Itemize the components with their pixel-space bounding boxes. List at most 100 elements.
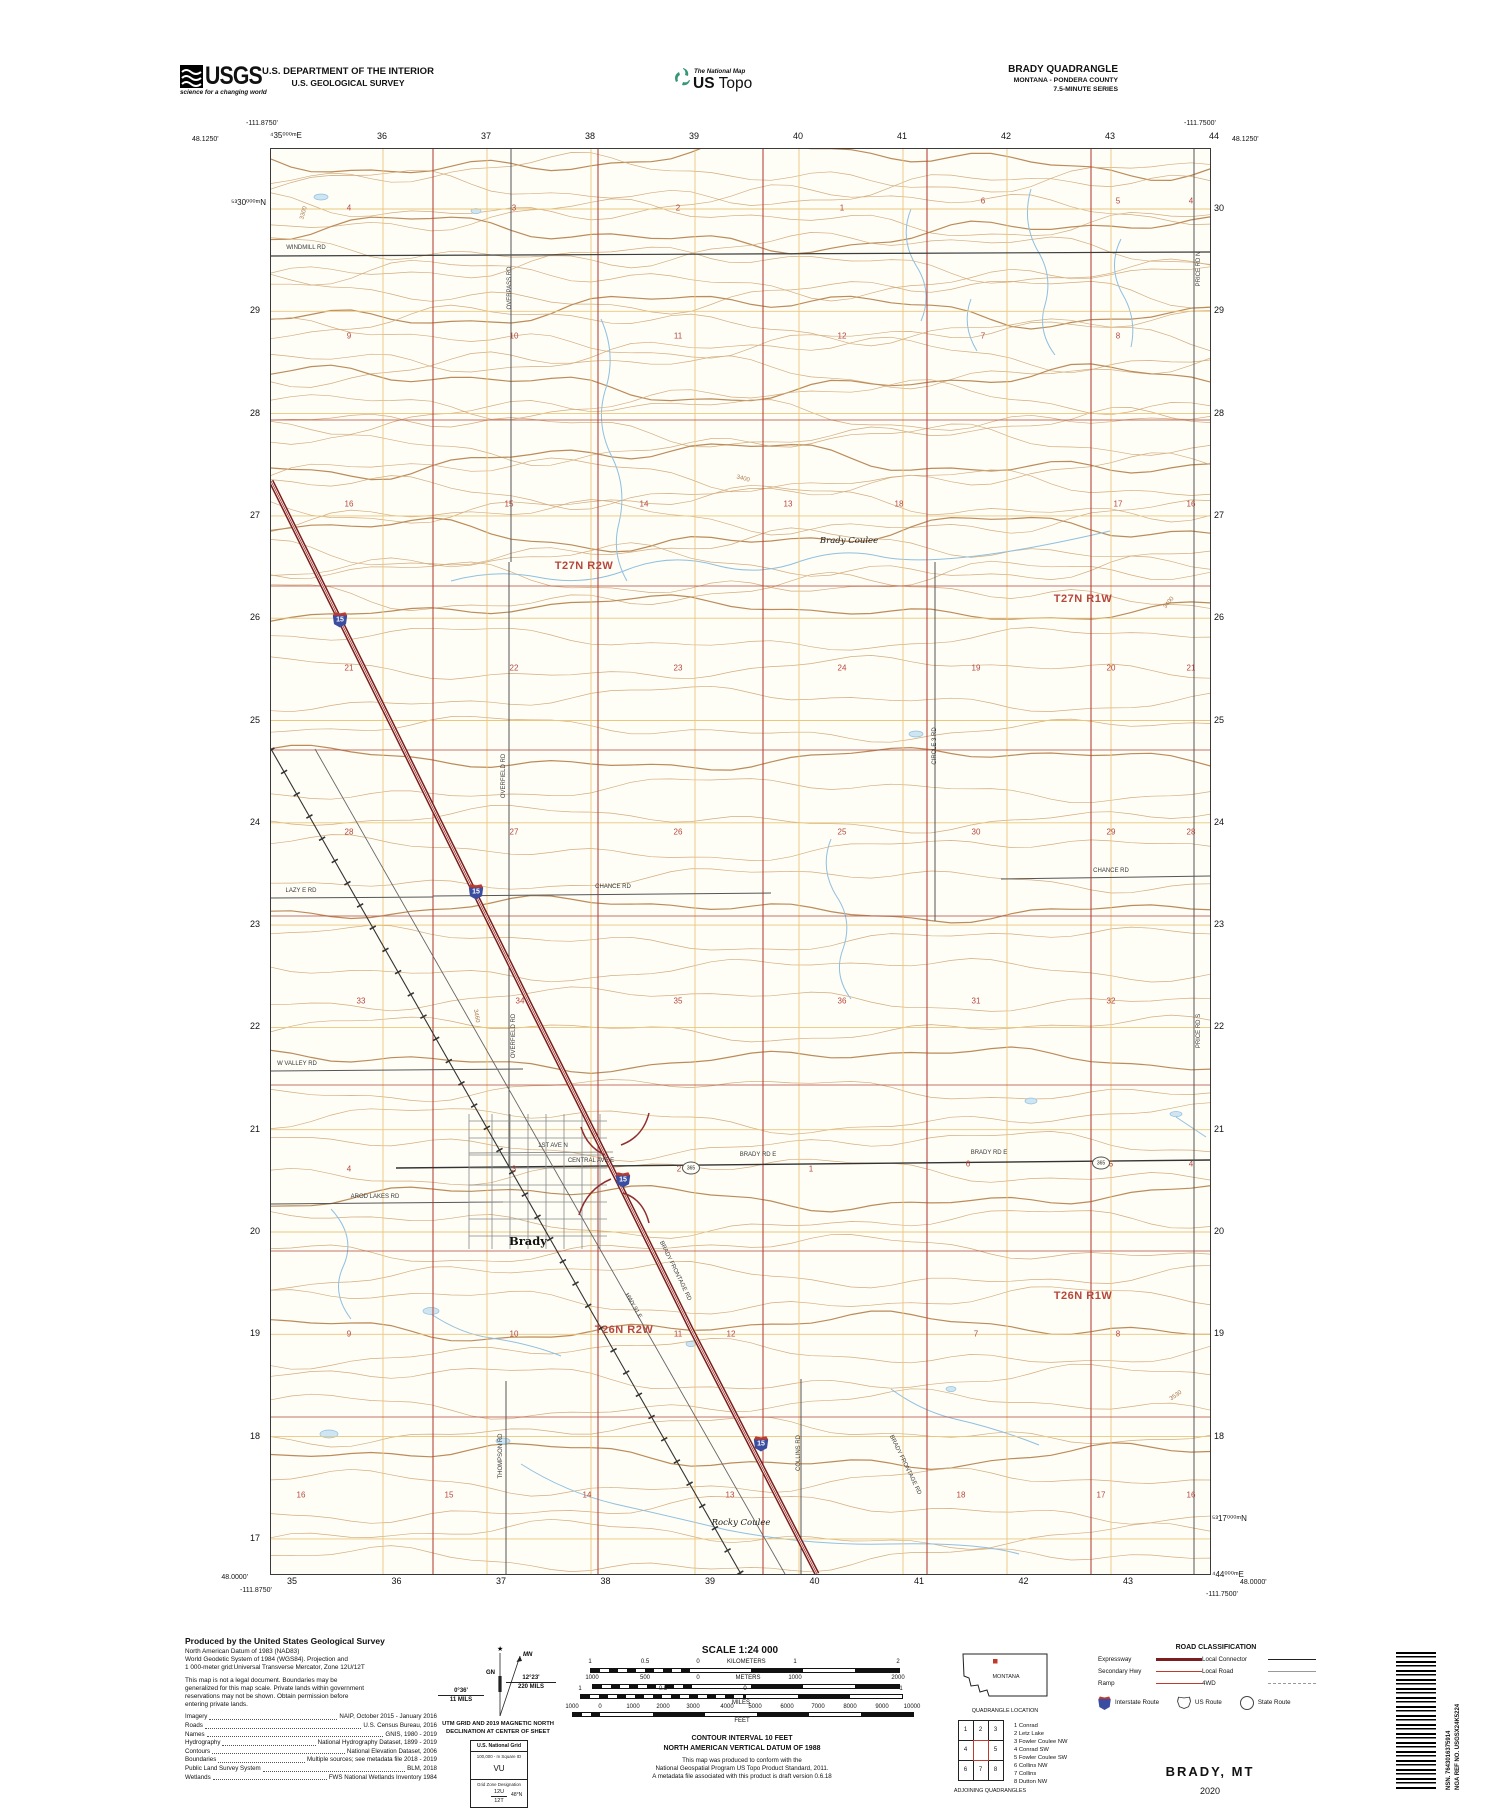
credit-row: Names GNIS, 1980 - 2019 <box>185 1730 437 1738</box>
corner-coordinate: 48.1250' <box>1232 136 1259 143</box>
grid-number: 27 <box>249 509 260 520</box>
section-number: 18 <box>956 1490 966 1500</box>
scale-label: 1 <box>793 1659 797 1665</box>
scale-label: 10000 <box>903 1704 921 1710</box>
usgs-tagline: science for a changing world <box>180 89 267 96</box>
scale-label: 6000 <box>780 1704 794 1710</box>
scale-unit: MILES <box>731 1700 750 1706</box>
scale-label: 1000 <box>585 1675 599 1681</box>
grid-number: 41 <box>896 131 907 141</box>
section-number: 25 <box>837 827 847 837</box>
section-number: 9 <box>346 331 352 341</box>
grid-number: 44 <box>1208 131 1219 141</box>
adjoining-cell: 3 <box>987 1719 1004 1741</box>
credit-row: Roads U.S. Census Bureau, 2016 <box>185 1722 437 1730</box>
section-number: 9 <box>346 1329 352 1339</box>
township-label: T26N R1W <box>1053 1290 1113 1302</box>
scale-bar <box>590 1668 900 1673</box>
section-number: 29 <box>1106 827 1116 837</box>
section-number: 16 <box>344 499 354 509</box>
grid-number: 38 <box>600 1576 611 1586</box>
us-route-label: US Route <box>1195 1699 1222 1706</box>
section-number: 15 <box>504 499 514 509</box>
quad-state: MONTANA - PONDERA COUNTY <box>1013 77 1118 84</box>
corner-coordinate: 48.1250' <box>192 136 219 143</box>
grid-number: 22 <box>1214 1021 1225 1032</box>
legal-lines: This map is not a legal document. Bounda… <box>185 1676 365 1709</box>
grid-number: 20 <box>249 1226 260 1236</box>
interstate-shield-icon: 15 <box>468 884 484 900</box>
section-number: 21 <box>1186 663 1196 673</box>
legend-line-sample <box>1268 1658 1316 1661</box>
interstate-shield-icon: 15 <box>753 1436 769 1452</box>
adjoining-cell: 1 <box>957 1719 974 1741</box>
grid-number: 18 <box>1214 1430 1225 1441</box>
grid-number: 43 <box>1122 1576 1133 1586</box>
section-number: 12 <box>726 1329 736 1339</box>
interstate-shield-icon <box>1098 1696 1111 1710</box>
corner-coordinate: -111.8750' <box>246 120 278 127</box>
section-number: 5 <box>1108 1159 1114 1169</box>
grid-number: 27 <box>1214 509 1225 520</box>
grid-number: 26 <box>249 612 260 623</box>
road-label: W VALLEY RD <box>277 1061 317 1067</box>
section-number: 10 <box>509 331 519 341</box>
grid-number: 21 <box>1214 1123 1225 1134</box>
section-number: 17 <box>1113 499 1123 509</box>
scale-bar <box>592 1684 900 1689</box>
scale-bar <box>572 1712 914 1717</box>
section-number: 16 <box>1186 499 1196 509</box>
map-label-layer: 4 3 2 1 6 5 4 9 10 11 12 7 8 16 15 14 13 18 17 16 21 22 23 24 19… <box>271 149 1210 1574</box>
grid-number: 19 <box>249 1328 260 1339</box>
grid-number: 37 <box>495 1576 506 1586</box>
scale-label: 0 <box>696 1659 700 1665</box>
scale-label: 500 <box>639 1675 650 1681</box>
utm-easting-label: ⁴35⁰⁰⁰ᵐE <box>270 131 302 140</box>
section-number: 10 <box>509 1329 519 1339</box>
section-number: 36 <box>837 996 847 1006</box>
svg-text:★: ★ <box>497 1645 503 1653</box>
section-number: 4 <box>346 203 352 213</box>
grid-number: 36 <box>376 131 387 141</box>
scale-label: 0.5 <box>640 1659 650 1665</box>
nsn-number: NSN. 7643016375914 <box>1446 1730 1452 1790</box>
section-number: 4 <box>1188 196 1194 206</box>
grid-number: 42 <box>1018 1576 1029 1586</box>
section-number: 24 <box>837 663 847 673</box>
grid-number: 19 <box>1214 1328 1225 1339</box>
grid-number: 18 <box>249 1430 260 1441</box>
section-number: 32 <box>1106 996 1116 1006</box>
credit-row: Boundaries Multiple sources; see metadata… <box>185 1756 437 1764</box>
adjoining-cell: 4 <box>957 1739 974 1761</box>
section-number: 28 <box>344 827 354 837</box>
svg-text:MONTANA: MONTANA <box>992 1674 1019 1680</box>
national-map-label: The National Map <box>694 68 746 75</box>
grid-number: 22 <box>249 1021 260 1032</box>
utm-easting-label: ⁴44⁰⁰⁰ᵐE <box>1212 1570 1244 1579</box>
section-number: 26 <box>673 827 683 837</box>
grid-number: 30 <box>1214 203 1225 213</box>
grid-number: 38 <box>584 131 595 141</box>
grid-number: 39 <box>688 131 699 141</box>
section-number: 13 <box>783 499 793 509</box>
section-number: 21 <box>344 663 354 673</box>
grid-number: 40 <box>809 1576 820 1586</box>
scale-label: 1 <box>578 1686 582 1692</box>
road-label: 1ST AVE N <box>538 1143 568 1149</box>
section-number: 28 <box>1186 827 1196 837</box>
legend-line-sample <box>1268 1671 1316 1672</box>
section-number: 30 <box>971 827 981 837</box>
scale-label: METERS <box>735 1675 761 1681</box>
place-label: Brady <box>509 1234 547 1248</box>
state-route-marker: 365 <box>682 1161 700 1175</box>
scale-title: SCALE 1:24 000 <box>701 1645 779 1656</box>
section-number: 23 <box>673 663 683 673</box>
datum-lines: North American Datum of 1983 (NAD83) Worl… <box>185 1648 365 1672</box>
scale-label: 1000 <box>626 1704 640 1710</box>
interstate-shield-icon: 15 <box>615 1172 631 1188</box>
section-number: 2 <box>676 1164 682 1174</box>
section-number: 16 <box>296 1490 306 1500</box>
scale-label: 9000 <box>875 1704 889 1710</box>
grid-number: 28 <box>249 407 260 418</box>
quad-series: 7.5-MINUTE SERIES <box>1053 86 1118 93</box>
